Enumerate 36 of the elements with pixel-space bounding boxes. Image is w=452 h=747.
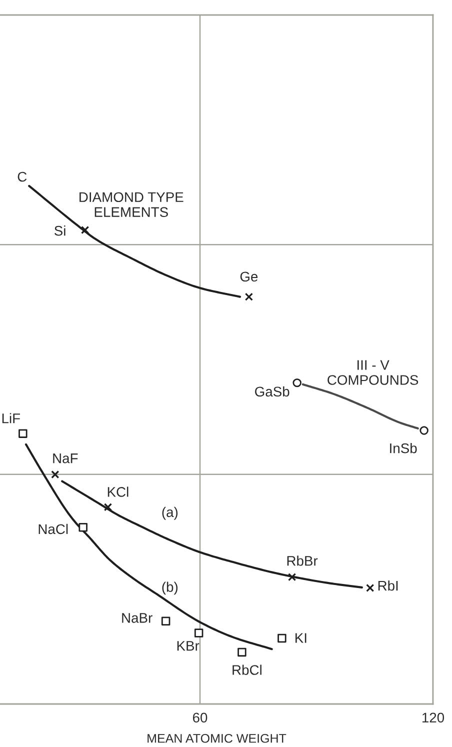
- annotation: KBr: [177, 641, 200, 651]
- annotation: RbCl: [232, 664, 262, 675]
- annotation: KCl: [108, 486, 128, 497]
- annotation: RbI: [378, 580, 398, 591]
- annotation: Ge: [240, 272, 258, 282]
- annotation: NaF: [53, 454, 78, 464]
- annotation: III - V COMPOUNDS: [328, 360, 418, 385]
- x-tick-label: 60: [192, 712, 208, 723]
- annotation: Si: [54, 226, 66, 236]
- point: [292, 378, 302, 388]
- annotation: (a): [162, 506, 178, 520]
- point: [366, 584, 374, 592]
- x-tick-label: 120: [422, 712, 444, 723]
- point: [278, 634, 286, 643]
- annotation: KI: [296, 633, 306, 643]
- point: [80, 226, 90, 234]
- annotation: NaCl: [38, 524, 68, 534]
- annotation: LiF: [2, 413, 20, 424]
- annotation: DIAMOND TYPE ELEMENTS: [80, 192, 184, 218]
- point: [238, 648, 246, 657]
- annotation: NaBr: [122, 613, 152, 623]
- point: [420, 426, 428, 435]
- annotation: C: [18, 172, 27, 182]
- point: [104, 503, 112, 512]
- annotation: RbBr: [287, 556, 318, 566]
- point: [194, 628, 204, 638]
- point: [18, 429, 28, 438]
- annotation: InSb: [390, 443, 417, 454]
- annotation: GaSb: [255, 386, 290, 397]
- annotation: (b): [162, 582, 178, 595]
- point: [244, 292, 254, 301]
- point: [288, 572, 296, 582]
- x-axis-title: MEAN ATOMIC WEIGHT: [148, 734, 286, 743]
- point: [51, 470, 60, 479]
- point: [78, 522, 88, 532]
- point: [161, 616, 170, 626]
